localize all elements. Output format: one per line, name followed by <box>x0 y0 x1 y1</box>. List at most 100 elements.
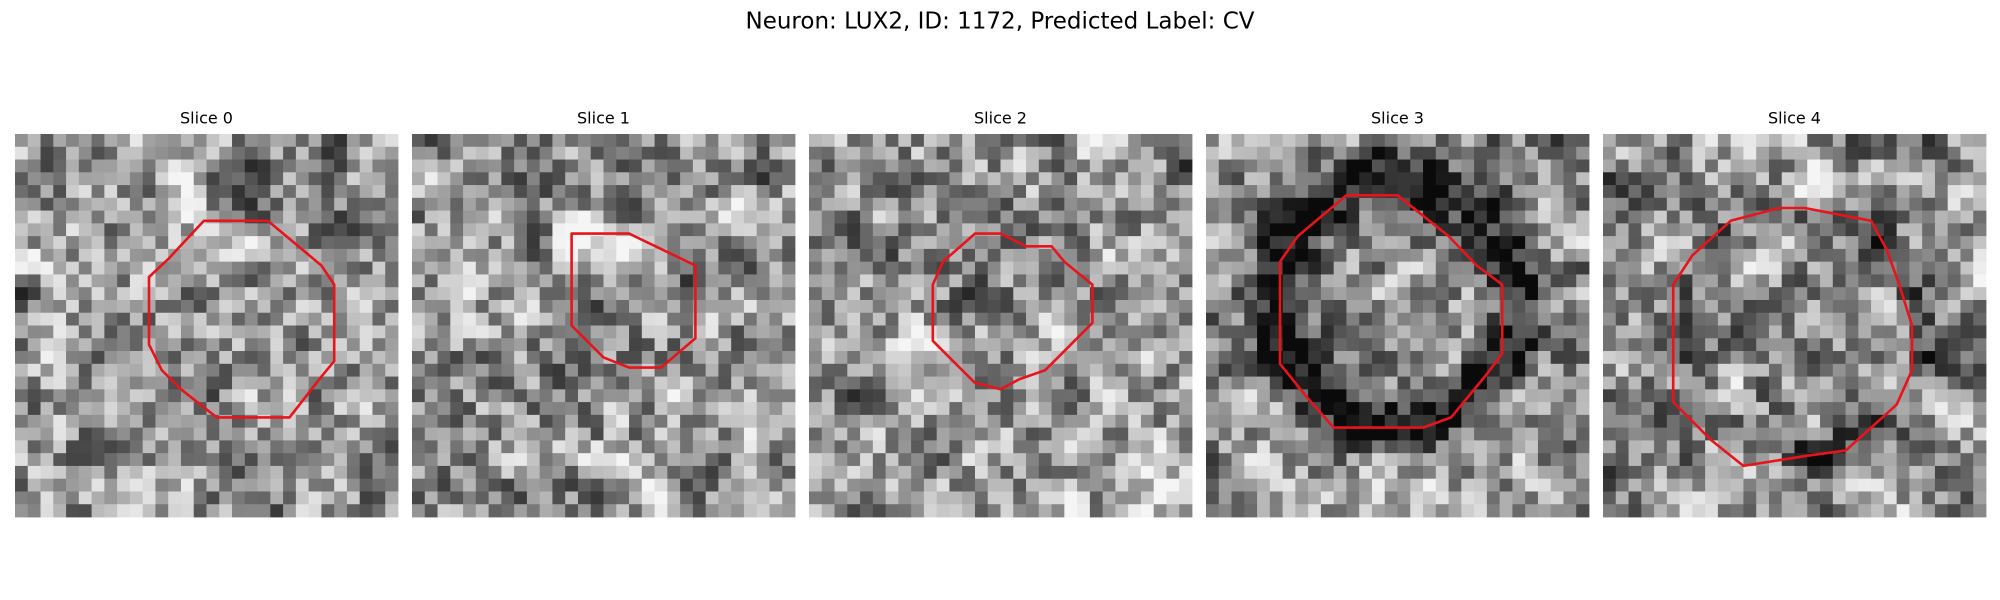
pixel <box>1486 491 1501 505</box>
pixel <box>1140 351 1155 365</box>
pixel <box>1576 261 1590 275</box>
pixel <box>641 504 655 518</box>
pixel <box>1231 478 1245 492</box>
pixel <box>1871 261 1885 275</box>
pixel <box>78 478 92 492</box>
pixel <box>1282 223 1296 237</box>
pixel <box>129 210 144 224</box>
pixel <box>244 159 258 173</box>
pixel <box>15 478 29 492</box>
pixel <box>872 223 886 237</box>
pixel <box>616 351 630 365</box>
pixel <box>1486 465 1501 480</box>
pixel <box>1077 172 1091 186</box>
pixel <box>809 504 823 518</box>
pixel <box>616 210 630 224</box>
pixel <box>193 325 207 339</box>
pixel <box>1435 427 1449 441</box>
pixel <box>1115 248 1129 263</box>
pixel <box>66 338 80 352</box>
pixel <box>1858 312 1872 326</box>
pixel <box>1051 427 1065 441</box>
pixel <box>488 236 502 250</box>
pixel <box>488 287 502 301</box>
pixel <box>1576 478 1590 492</box>
pixel <box>705 363 719 377</box>
pixel <box>718 325 732 339</box>
pixel <box>1768 146 1783 160</box>
pixel <box>40 146 54 160</box>
pixel <box>782 338 796 352</box>
pixel <box>987 274 1001 288</box>
pixel <box>911 274 925 288</box>
pixel <box>1257 478 1271 492</box>
pixel <box>437 172 451 186</box>
pixel <box>104 338 118 352</box>
pixel <box>603 159 617 173</box>
pixel <box>244 248 258 263</box>
pixel <box>424 134 438 148</box>
pixel <box>692 236 707 250</box>
pixel <box>847 299 861 314</box>
pixel <box>359 287 373 301</box>
pixel <box>629 146 643 160</box>
pixel <box>898 351 912 365</box>
pixel <box>1615 338 1629 352</box>
pixel <box>1820 453 1834 467</box>
pixel <box>1206 478 1220 492</box>
pixel <box>1512 414 1526 429</box>
pixel <box>1603 325 1617 339</box>
pixel <box>1359 197 1373 211</box>
pixel <box>117 376 131 390</box>
pixel <box>129 440 144 454</box>
pixel <box>15 185 29 199</box>
pixel <box>1525 248 1539 263</box>
pixel <box>1206 338 1220 352</box>
pixel <box>1102 312 1116 326</box>
pixel <box>885 197 899 211</box>
pixel <box>641 197 655 211</box>
pixel <box>270 453 284 467</box>
pixel <box>206 223 220 237</box>
pixel <box>1947 159 1961 173</box>
pixel <box>53 325 67 339</box>
pixel <box>40 299 54 314</box>
pixel <box>180 236 195 250</box>
pixel <box>1628 376 1642 390</box>
pixel <box>974 312 989 326</box>
pixel <box>1089 427 1104 441</box>
pixel <box>705 261 719 275</box>
pixel <box>1128 363 1142 377</box>
pixel <box>1423 504 1437 518</box>
pixel <box>1717 146 1732 160</box>
pixel <box>1512 465 1526 480</box>
pixel <box>104 351 118 365</box>
pixel <box>1845 478 1859 492</box>
pixel <box>1692 363 1706 377</box>
pixel <box>1333 389 1347 403</box>
pixel <box>219 261 233 275</box>
pixel <box>1295 185 1309 199</box>
pixel <box>91 185 105 199</box>
pixel <box>219 440 233 454</box>
pixel <box>962 440 976 454</box>
pixel <box>1179 363 1193 377</box>
pixel <box>78 159 92 173</box>
pixel <box>1666 261 1680 275</box>
pixel <box>1423 210 1437 224</box>
pixel <box>1576 197 1590 211</box>
pixel <box>1295 363 1309 377</box>
pixel <box>1320 172 1335 186</box>
pixel <box>1537 287 1552 301</box>
pixel <box>206 287 220 301</box>
pixel <box>885 427 899 441</box>
pixel <box>1666 159 1680 173</box>
pixel <box>1820 351 1834 365</box>
pixel <box>1845 287 1859 301</box>
pixel <box>782 274 796 288</box>
pixel <box>40 338 54 352</box>
pixel <box>1576 134 1590 148</box>
pixel <box>1051 287 1065 301</box>
pixel <box>692 414 707 429</box>
pixel <box>1333 223 1347 237</box>
